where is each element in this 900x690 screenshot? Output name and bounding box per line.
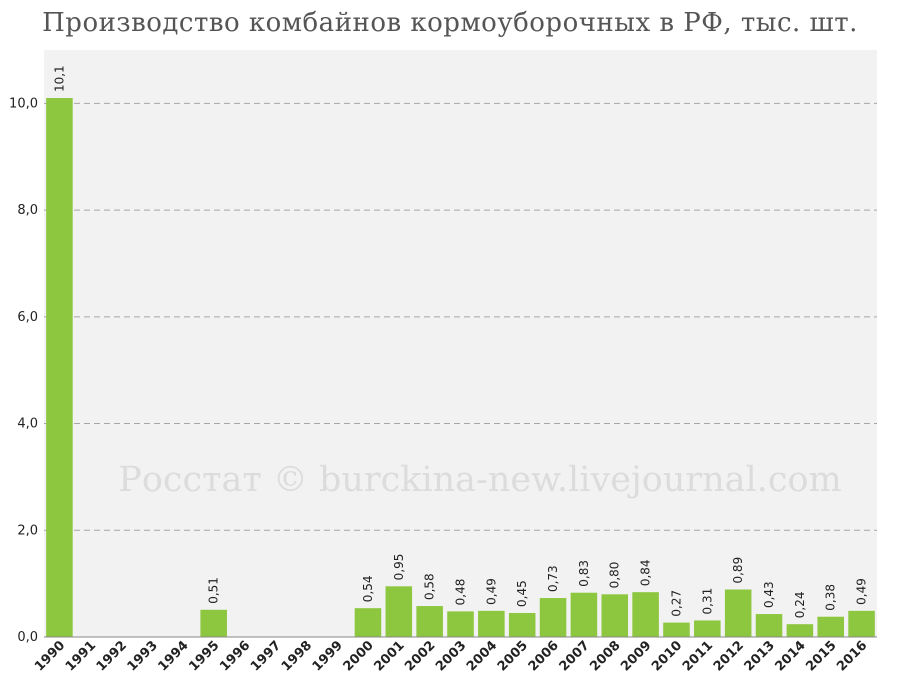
x-tick-label: 2007 — [557, 638, 593, 674]
x-tick-label: 1994 — [155, 638, 191, 674]
x-tick-label: 2000 — [341, 638, 377, 674]
data-label: 0,49 — [855, 578, 869, 605]
x-tick-label: 1998 — [279, 638, 315, 674]
x-tick-label: 2014 — [773, 638, 809, 674]
data-label: 0,84 — [639, 559, 653, 586]
bar — [447, 611, 474, 637]
bar — [694, 620, 721, 637]
data-label: 0,80 — [608, 562, 622, 589]
bar — [601, 594, 629, 637]
data-label: 0,58 — [423, 573, 437, 600]
x-tick-label: 1995 — [186, 638, 222, 674]
data-label: 0,27 — [669, 590, 683, 617]
x-tick-label: 2003 — [433, 638, 469, 674]
x-tick-label: 1991 — [63, 638, 99, 674]
x-tick-label: 2004 — [464, 638, 500, 674]
data-label: 0,95 — [392, 554, 406, 581]
data-label: 0,49 — [484, 578, 498, 605]
data-label: 10,1 — [52, 65, 66, 92]
bar — [632, 592, 659, 637]
data-label: 0,48 — [454, 579, 468, 606]
x-tick-label: 1996 — [217, 638, 253, 674]
bar — [755, 614, 783, 637]
x-tick-label: 2016 — [834, 638, 870, 674]
y-tick-label: 4,0 — [17, 417, 38, 432]
x-tick-label: 2005 — [495, 638, 531, 674]
x-tick-label: 2006 — [526, 638, 562, 674]
y-tick-label: 2,0 — [17, 523, 38, 538]
x-tick-label: 1999 — [310, 638, 346, 674]
data-label: 0,51 — [207, 577, 221, 604]
data-label: 0,24 — [793, 591, 807, 618]
x-tick-label: 2001 — [371, 638, 407, 674]
bar — [663, 622, 690, 637]
x-tick-label: 2015 — [803, 638, 839, 674]
x-tick-label: 2013 — [742, 638, 778, 674]
bar — [416, 606, 443, 637]
x-tick-label: 2010 — [649, 638, 685, 674]
x-tick-label: 1993 — [125, 638, 161, 674]
data-label: 0,31 — [700, 588, 714, 615]
bar — [478, 610, 505, 637]
bar — [786, 624, 814, 637]
x-tick-label: 2011 — [680, 638, 716, 674]
data-label: 0,45 — [515, 580, 529, 607]
bar — [724, 589, 752, 637]
bar — [817, 616, 844, 637]
data-label: 0,89 — [731, 557, 745, 584]
bar — [354, 608, 382, 637]
y-tick-label: 8,0 — [17, 203, 38, 218]
x-tick-label: 1997 — [248, 638, 284, 674]
bar — [570, 592, 598, 637]
data-label: 0,54 — [361, 575, 375, 602]
x-tick-label: 2008 — [587, 638, 623, 674]
data-label: 0,73 — [546, 565, 560, 592]
x-tick-label: 2009 — [618, 638, 654, 674]
data-label: 0,43 — [762, 581, 776, 608]
x-tick-label: 2002 — [402, 638, 438, 674]
data-label: 0,83 — [577, 560, 591, 587]
bar — [200, 609, 227, 637]
bar — [848, 610, 875, 637]
bar — [46, 98, 73, 637]
x-tick-label: 2012 — [711, 638, 747, 674]
bar — [508, 612, 536, 637]
plot-area — [44, 50, 877, 637]
bar — [539, 598, 567, 637]
data-label: 0,38 — [824, 584, 838, 611]
x-tick-label: 1992 — [94, 638, 130, 674]
bar — [385, 586, 413, 637]
y-tick-label: 6,0 — [17, 310, 38, 325]
y-tick-label: 0,0 — [17, 630, 38, 645]
y-tick-label: 10,0 — [9, 96, 38, 111]
chart-title: Производство комбайнов кормоуборочных в … — [42, 8, 858, 38]
